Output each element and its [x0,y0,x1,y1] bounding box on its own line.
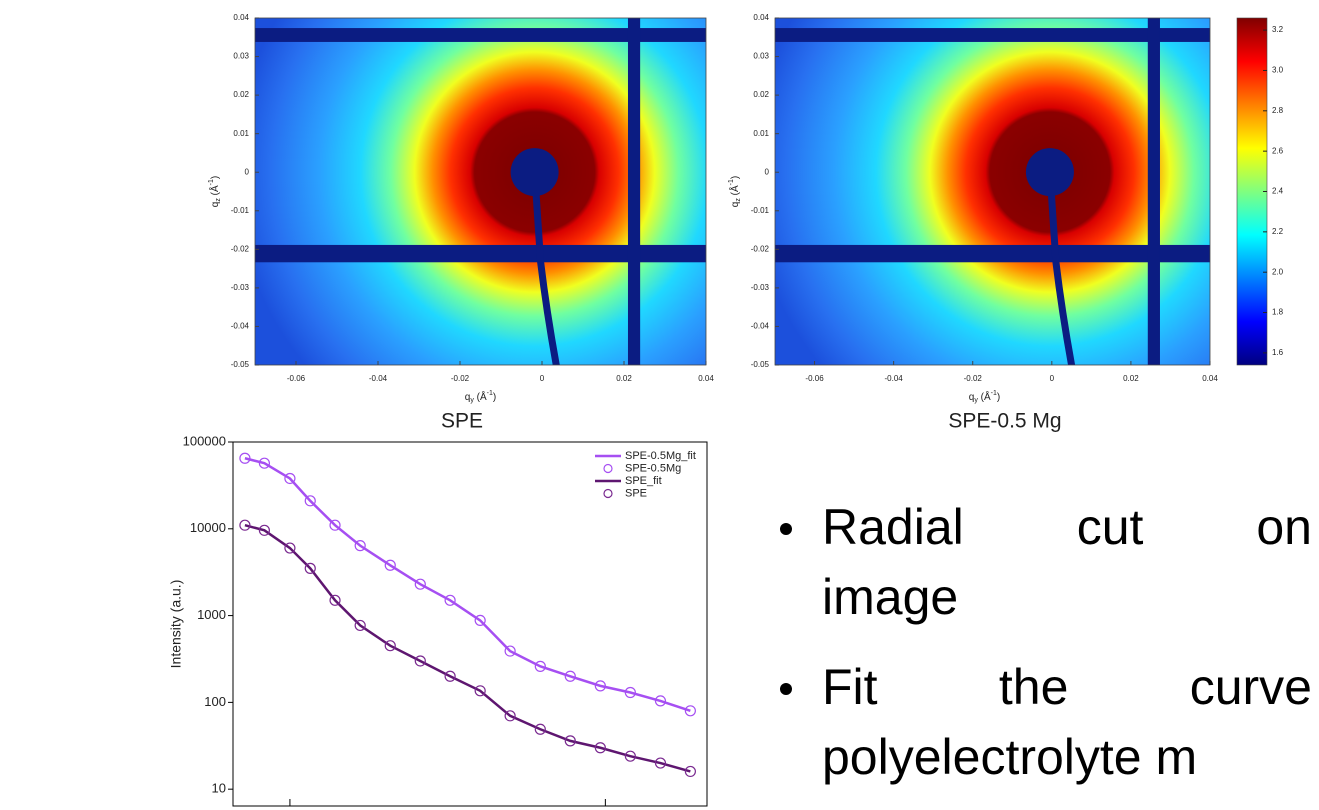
legend-label: SPE_fit [625,475,662,487]
legend-marker [604,465,612,473]
y-tick-label: 1000 [197,607,226,622]
y-tick-label: 10 [212,781,226,796]
colorbar-tick-label: 1.6 [1272,348,1284,357]
caption: SPE-0.5 Mg [948,410,1061,433]
x-tick-label: -0.04 [369,374,388,383]
y-tick-label: 0.01 [753,129,769,138]
axis-label-part: (Å [728,185,741,198]
y-tick-label: 0.04 [753,13,769,22]
bullet-text: Radial cut on [822,492,1312,562]
x-tick-label: 0.02 [1123,374,1139,383]
legend-label: SPE [625,487,647,499]
y-tick-label: -0.01 [751,206,770,215]
bullet: Fit the curve polyelectrolyte m [780,652,1319,792]
axis-label-part: ) [210,176,221,179]
colorbar-tick-label: 3.2 [1272,25,1284,34]
axis-label-part: ) [997,392,1000,403]
x-tick-label: -0.06 [287,374,306,383]
x-tick-label: 0 [540,374,545,383]
y-tick-label: -0.05 [231,360,250,369]
y-tick-label: -0.01 [231,206,250,215]
colorbar-tick-label: 2.4 [1272,187,1284,196]
y-tick-label: -0.04 [751,322,770,331]
y-tick-label: 0.02 [233,90,249,99]
beamstop [1026,148,1074,196]
x-tick-label: 0.02 [616,374,632,383]
bullet-text: Fit the curve [822,652,1312,722]
colorbar-tick-label: 2.8 [1272,106,1284,115]
y-tick-label: -0.05 [751,360,770,369]
bullet-list: Radial cut on image Fit the curve polyel… [780,492,1319,810]
colorbar-tick-label: 2.0 [1272,267,1284,276]
axis-label: qy (Å-1) [969,390,1000,405]
detector-gap [628,18,640,365]
colorbar [1237,18,1267,365]
x-tick-label: 0.04 [1202,374,1218,383]
heatmap-image [775,18,1210,367]
y-tick-label: 0 [245,167,250,176]
colorbar-tick-label: 1.8 [1272,308,1284,317]
y-tick-label: 0 [765,167,770,176]
x-tick-label: -0.06 [805,374,824,383]
axis-label-part: ) [493,392,496,403]
x-tick-label: -0.02 [964,374,983,383]
axis-label-part: ) [730,176,741,179]
colorbar-tick-label: 3.0 [1272,66,1284,75]
bullet-dot [780,683,792,695]
caption: SPE [441,410,483,433]
bullet: Radial cut on image [780,492,1319,632]
detector-gap [1148,18,1160,365]
beamstop [511,148,559,196]
y-tick-label: 10000 [190,520,226,535]
colorbar-tick-label: 2.2 [1272,227,1284,236]
y-tick-label: -0.02 [231,244,250,253]
fit-line [245,525,690,771]
slide: SPE SPE-0.5 Mg -0.06 -0.04 -0.02 0 0.02 0.04 0… [0,0,1319,810]
bullet-text: polyelectrolyte m [822,722,1312,792]
legend-label: SPE-0.5Mg [625,462,681,474]
axis-label-part: (Å [978,390,991,403]
detector-gap [775,245,1210,262]
axis-label-part: (Å [208,185,221,198]
legend-label: SPE-0.5Mg_fit [625,450,696,462]
y-tick-label: 0.04 [233,13,249,22]
x-tick-label: -0.04 [885,374,904,383]
y-tick-label: 0.03 [753,52,769,61]
x-tick-label: 0 [1050,374,1055,383]
bullet-dot [780,523,792,535]
y-axis-label: Intensity (a.u.) [168,580,184,669]
y-tick-label: 0.02 [753,90,769,99]
y-tick-label: 0.03 [233,52,249,61]
y-tick-label: 100000 [183,433,226,448]
bullet-text: image [822,562,1312,632]
legend-marker [604,490,612,498]
axis-label: qz (Å-1) [728,176,743,207]
x-tick-label: 0.04 [698,374,714,383]
axis-label-part: (Å [474,390,487,403]
y-tick-label: 0.01 [233,129,249,138]
y-tick-label: 100 [204,694,226,709]
y-tick-label: -0.03 [231,283,250,292]
y-tick-label: -0.02 [751,244,770,253]
heatmap-image [255,18,706,367]
colorbar-tick-label: 2.6 [1272,146,1284,155]
axis-label: qz (Å-1) [208,176,223,207]
axis-label: qy (Å-1) [465,390,496,405]
y-tick-label: -0.03 [751,283,770,292]
detector-gap [775,28,1210,42]
heatmap-background [775,18,1210,365]
y-tick-label: -0.04 [231,322,250,331]
x-tick-label: -0.02 [451,374,470,383]
